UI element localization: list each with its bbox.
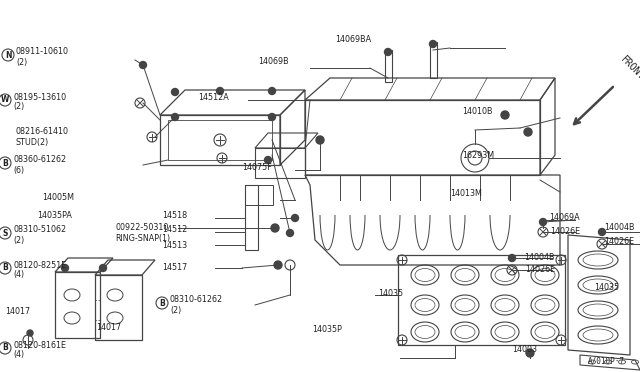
Text: 08360-61262: 08360-61262	[13, 155, 66, 164]
Text: 08310-61262: 08310-61262	[170, 295, 223, 305]
Text: 14005M: 14005M	[42, 192, 74, 202]
Text: (2): (2)	[13, 103, 24, 112]
Text: RING-SNAP(1): RING-SNAP(1)	[115, 234, 170, 243]
Circle shape	[27, 330, 33, 336]
Circle shape	[287, 230, 294, 237]
Text: B: B	[2, 263, 8, 273]
Text: 14069A: 14069A	[549, 214, 580, 222]
Text: 14026E: 14026E	[604, 237, 634, 247]
Circle shape	[264, 157, 271, 164]
Circle shape	[269, 113, 275, 121]
Text: W: W	[1, 96, 9, 105]
Text: 14517: 14517	[162, 263, 188, 273]
Circle shape	[291, 215, 298, 221]
Text: 14069BA: 14069BA	[335, 35, 371, 45]
Text: 14518: 14518	[162, 211, 187, 219]
Text: 14512A: 14512A	[198, 93, 228, 103]
Circle shape	[598, 228, 605, 235]
Text: (2): (2)	[16, 58, 28, 67]
Text: 14069B: 14069B	[258, 58, 289, 67]
Circle shape	[61, 264, 68, 272]
Circle shape	[524, 128, 532, 136]
Text: 16293M: 16293M	[462, 151, 494, 160]
Text: 00922-50310: 00922-50310	[115, 224, 168, 232]
Circle shape	[269, 87, 275, 94]
Circle shape	[140, 61, 147, 68]
Text: (6): (6)	[13, 166, 24, 174]
Circle shape	[385, 48, 392, 55]
Circle shape	[509, 254, 515, 262]
Circle shape	[540, 218, 547, 225]
Circle shape	[501, 111, 509, 119]
Text: (2): (2)	[13, 235, 24, 244]
Circle shape	[274, 261, 282, 269]
Text: 14013M: 14013M	[450, 189, 482, 198]
Text: 08310-51062: 08310-51062	[13, 225, 66, 234]
Circle shape	[316, 136, 324, 144]
Text: 14513: 14513	[162, 241, 187, 250]
Text: 14010B: 14010B	[462, 108, 493, 116]
Circle shape	[429, 41, 436, 48]
Text: A/010P·7: A/010P·7	[588, 356, 625, 365]
Text: N: N	[4, 51, 12, 60]
Text: STUD(2): STUD(2)	[15, 138, 48, 147]
Text: 14026E: 14026E	[550, 227, 580, 235]
Circle shape	[99, 264, 106, 272]
Text: 14003: 14003	[512, 346, 537, 355]
Text: 14004B: 14004B	[604, 224, 634, 232]
Circle shape	[172, 89, 179, 96]
Text: S: S	[3, 228, 8, 237]
Text: 08195-13610: 08195-13610	[13, 93, 66, 102]
Text: FRONT: FRONT	[618, 54, 640, 82]
Text: B: B	[159, 298, 165, 308]
Text: (2): (2)	[170, 305, 181, 314]
Circle shape	[526, 349, 534, 357]
Text: B: B	[2, 158, 8, 167]
Text: 08216-61410: 08216-61410	[15, 128, 68, 137]
Text: 08911-10610: 08911-10610	[16, 48, 69, 57]
Text: 14035P: 14035P	[312, 326, 342, 334]
Text: 08120-8251E: 08120-8251E	[13, 260, 67, 269]
Text: 14035: 14035	[594, 282, 619, 292]
Text: (4): (4)	[13, 270, 24, 279]
Text: 08120-8161E: 08120-8161E	[13, 340, 66, 350]
Text: 14035: 14035	[378, 289, 403, 298]
Text: 14512: 14512	[162, 225, 188, 234]
Text: B: B	[2, 343, 8, 353]
Text: 14017: 14017	[5, 308, 30, 317]
Text: 14035PA: 14035PA	[37, 211, 72, 219]
Text: 14026E: 14026E	[525, 264, 555, 273]
Circle shape	[216, 87, 223, 94]
Text: 14004B: 14004B	[525, 253, 555, 262]
Text: 14075F: 14075F	[242, 164, 272, 173]
Circle shape	[172, 113, 179, 121]
Text: (4): (4)	[13, 350, 24, 359]
Text: 14017: 14017	[96, 324, 121, 333]
Circle shape	[271, 224, 279, 232]
